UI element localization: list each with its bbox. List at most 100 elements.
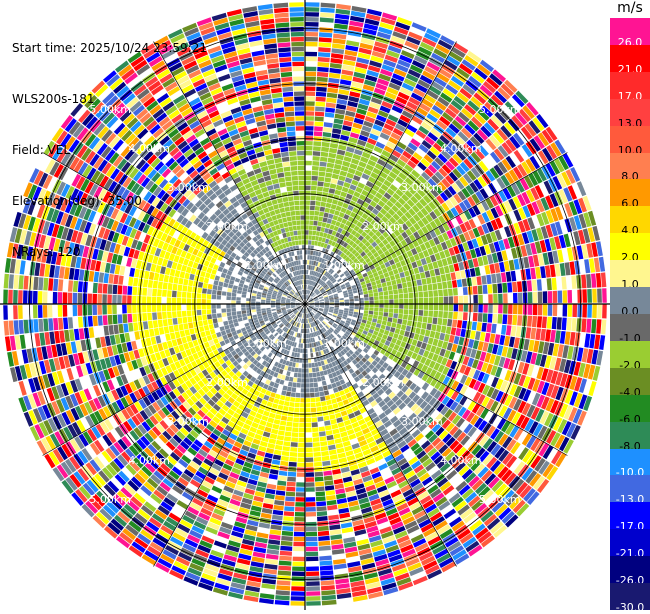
radar-gate: [321, 197, 327, 202]
radar-gate: [333, 387, 339, 393]
radar-gate: [333, 559, 346, 565]
radar-gate: [543, 304, 548, 316]
radar-gate: [473, 286, 478, 295]
radar-gate: [336, 206, 342, 212]
radar-gate: [317, 67, 329, 72]
radar-gate: [298, 368, 302, 373]
radar-gate: [310, 383, 314, 388]
radar-gate: [331, 544, 343, 550]
radar-gate: [329, 450, 337, 456]
radar-gate: [419, 310, 424, 316]
radar-gate: [328, 510, 339, 516]
radar-gate: [438, 290, 443, 297]
radar-gate: [312, 363, 316, 368]
radar-gate: [333, 433, 340, 439]
radar-gate: [381, 325, 386, 330]
radar-gate: [374, 300, 379, 304]
radar-gate: [315, 112, 324, 117]
radar-gate: [306, 413, 311, 418]
radar-gate: [323, 187, 329, 192]
radar-gate: [318, 531, 329, 536]
radar-gate: [297, 467, 305, 472]
radar-gate: [399, 299, 404, 304]
radar-gate: [458, 312, 463, 320]
radar-gate: [296, 482, 305, 487]
radar-gate: [330, 183, 337, 189]
radar-gate: [285, 501, 295, 506]
radar-gate: [472, 322, 477, 331]
radar-gate: [584, 334, 590, 348]
radar-gate: [511, 326, 517, 337]
radar-gate: [428, 291, 433, 297]
radar-gate: [388, 290, 393, 295]
radar-gate: [454, 296, 459, 303]
radar-gate: [425, 330, 431, 337]
radar-gate: [322, 461, 330, 466]
radar-gate: [417, 322, 422, 328]
radar-gate: [418, 335, 424, 342]
radar-gate: [379, 296, 384, 300]
radar-gate: [305, 166, 312, 171]
radar-gate: [288, 412, 294, 417]
radar-gate: [291, 437, 298, 442]
radar-gate: [378, 288, 383, 293]
radar-gate: [290, 452, 298, 457]
radar-gate: [280, 546, 292, 551]
radar-gate: [294, 527, 305, 532]
radar-gate: [601, 320, 606, 335]
radar-gate: [325, 395, 331, 400]
radar-gate: [591, 319, 596, 333]
radar-gate: [393, 269, 399, 275]
radar-gate: [493, 304, 498, 313]
radar-gate: [560, 331, 566, 344]
radar-gate: [305, 116, 314, 121]
radar-gate: [333, 123, 342, 129]
radar-gate: [306, 482, 315, 487]
radar-gate: [305, 181, 311, 186]
radar-gate: [322, 456, 330, 461]
radar-gate: [325, 112, 335, 118]
radar-gate: [310, 348, 313, 353]
radar-gate: [298, 348, 301, 353]
radar-gate: [324, 420, 331, 425]
radar-gate: [483, 294, 488, 303]
radar-gate: [409, 309, 414, 315]
radar-gate: [283, 516, 294, 521]
radar-gate: [305, 205, 310, 210]
radar-gate: [438, 311, 443, 318]
radar-gate: [429, 304, 434, 310]
radar-gate: [318, 47, 331, 52]
radar-gate: [414, 267, 420, 274]
radar-gate: [533, 304, 538, 315]
radar-gate: [368, 290, 373, 294]
radar-gate: [299, 363, 302, 368]
radar-gate: [322, 595, 337, 601]
radar-gate: [526, 327, 532, 338]
radar-gate: [292, 562, 305, 567]
radar-gate: [321, 580, 335, 586]
radar-gate: [271, 429, 278, 435]
radar-gate: [315, 116, 324, 121]
radar-gate: [319, 391, 324, 396]
radar-gate: [555, 330, 561, 343]
radar-gate: [293, 422, 299, 427]
radar-gate: [577, 290, 582, 303]
radar-gate: [273, 455, 281, 461]
radar-gate: [289, 407, 295, 412]
radar-gate: [481, 323, 487, 332]
radar-gate: [311, 186, 317, 191]
radar-gate: [444, 297, 449, 304]
radar-gate: [591, 274, 597, 288]
radar-gate: [324, 117, 333, 123]
radar-gate: [315, 367, 319, 372]
radar-gate: [506, 272, 512, 282]
radar-gate: [315, 472, 324, 477]
radar-gate: [317, 377, 322, 382]
radar-gate: [382, 282, 387, 287]
radar-gate: [385, 326, 390, 331]
radar-gate: [511, 271, 517, 282]
radar-gate: [300, 413, 306, 417]
radar-gate: [305, 91, 315, 96]
radar-gate: [532, 316, 537, 327]
radar-gate: [305, 67, 316, 72]
